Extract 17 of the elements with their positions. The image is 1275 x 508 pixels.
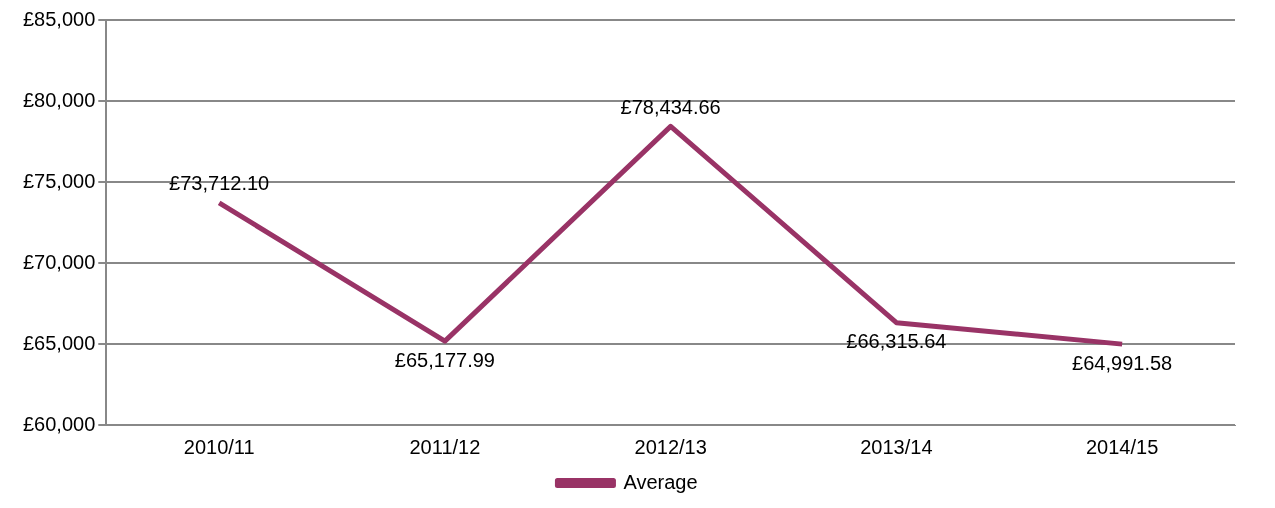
data-label: £66,315.64 bbox=[846, 330, 947, 353]
x-tick-label: 2014/15 bbox=[1085, 435, 1159, 458]
y-tick-label: £70,000 bbox=[23, 250, 96, 273]
data-label: £78,434.66 bbox=[620, 95, 721, 118]
x-tick-label: 2011/12 bbox=[409, 435, 481, 458]
x-tick-label: 2013/14 bbox=[860, 435, 933, 458]
x-tick-label: 2010/11 bbox=[183, 435, 255, 458]
data-label: £65,177.99 bbox=[394, 348, 495, 371]
y-tick-label: £75,000 bbox=[23, 169, 96, 192]
legend-label: Average bbox=[623, 470, 698, 493]
y-tick-label: £85,000 bbox=[23, 7, 96, 30]
data-label: £64,991.58 bbox=[1072, 351, 1173, 374]
y-tick-label: £65,000 bbox=[23, 331, 96, 354]
y-tick-label: £80,000 bbox=[23, 88, 96, 111]
x-tick-label: 2012/13 bbox=[634, 435, 707, 458]
data-label: £73,712.10 bbox=[169, 172, 270, 195]
y-tick-label: £60,000 bbox=[23, 412, 96, 435]
